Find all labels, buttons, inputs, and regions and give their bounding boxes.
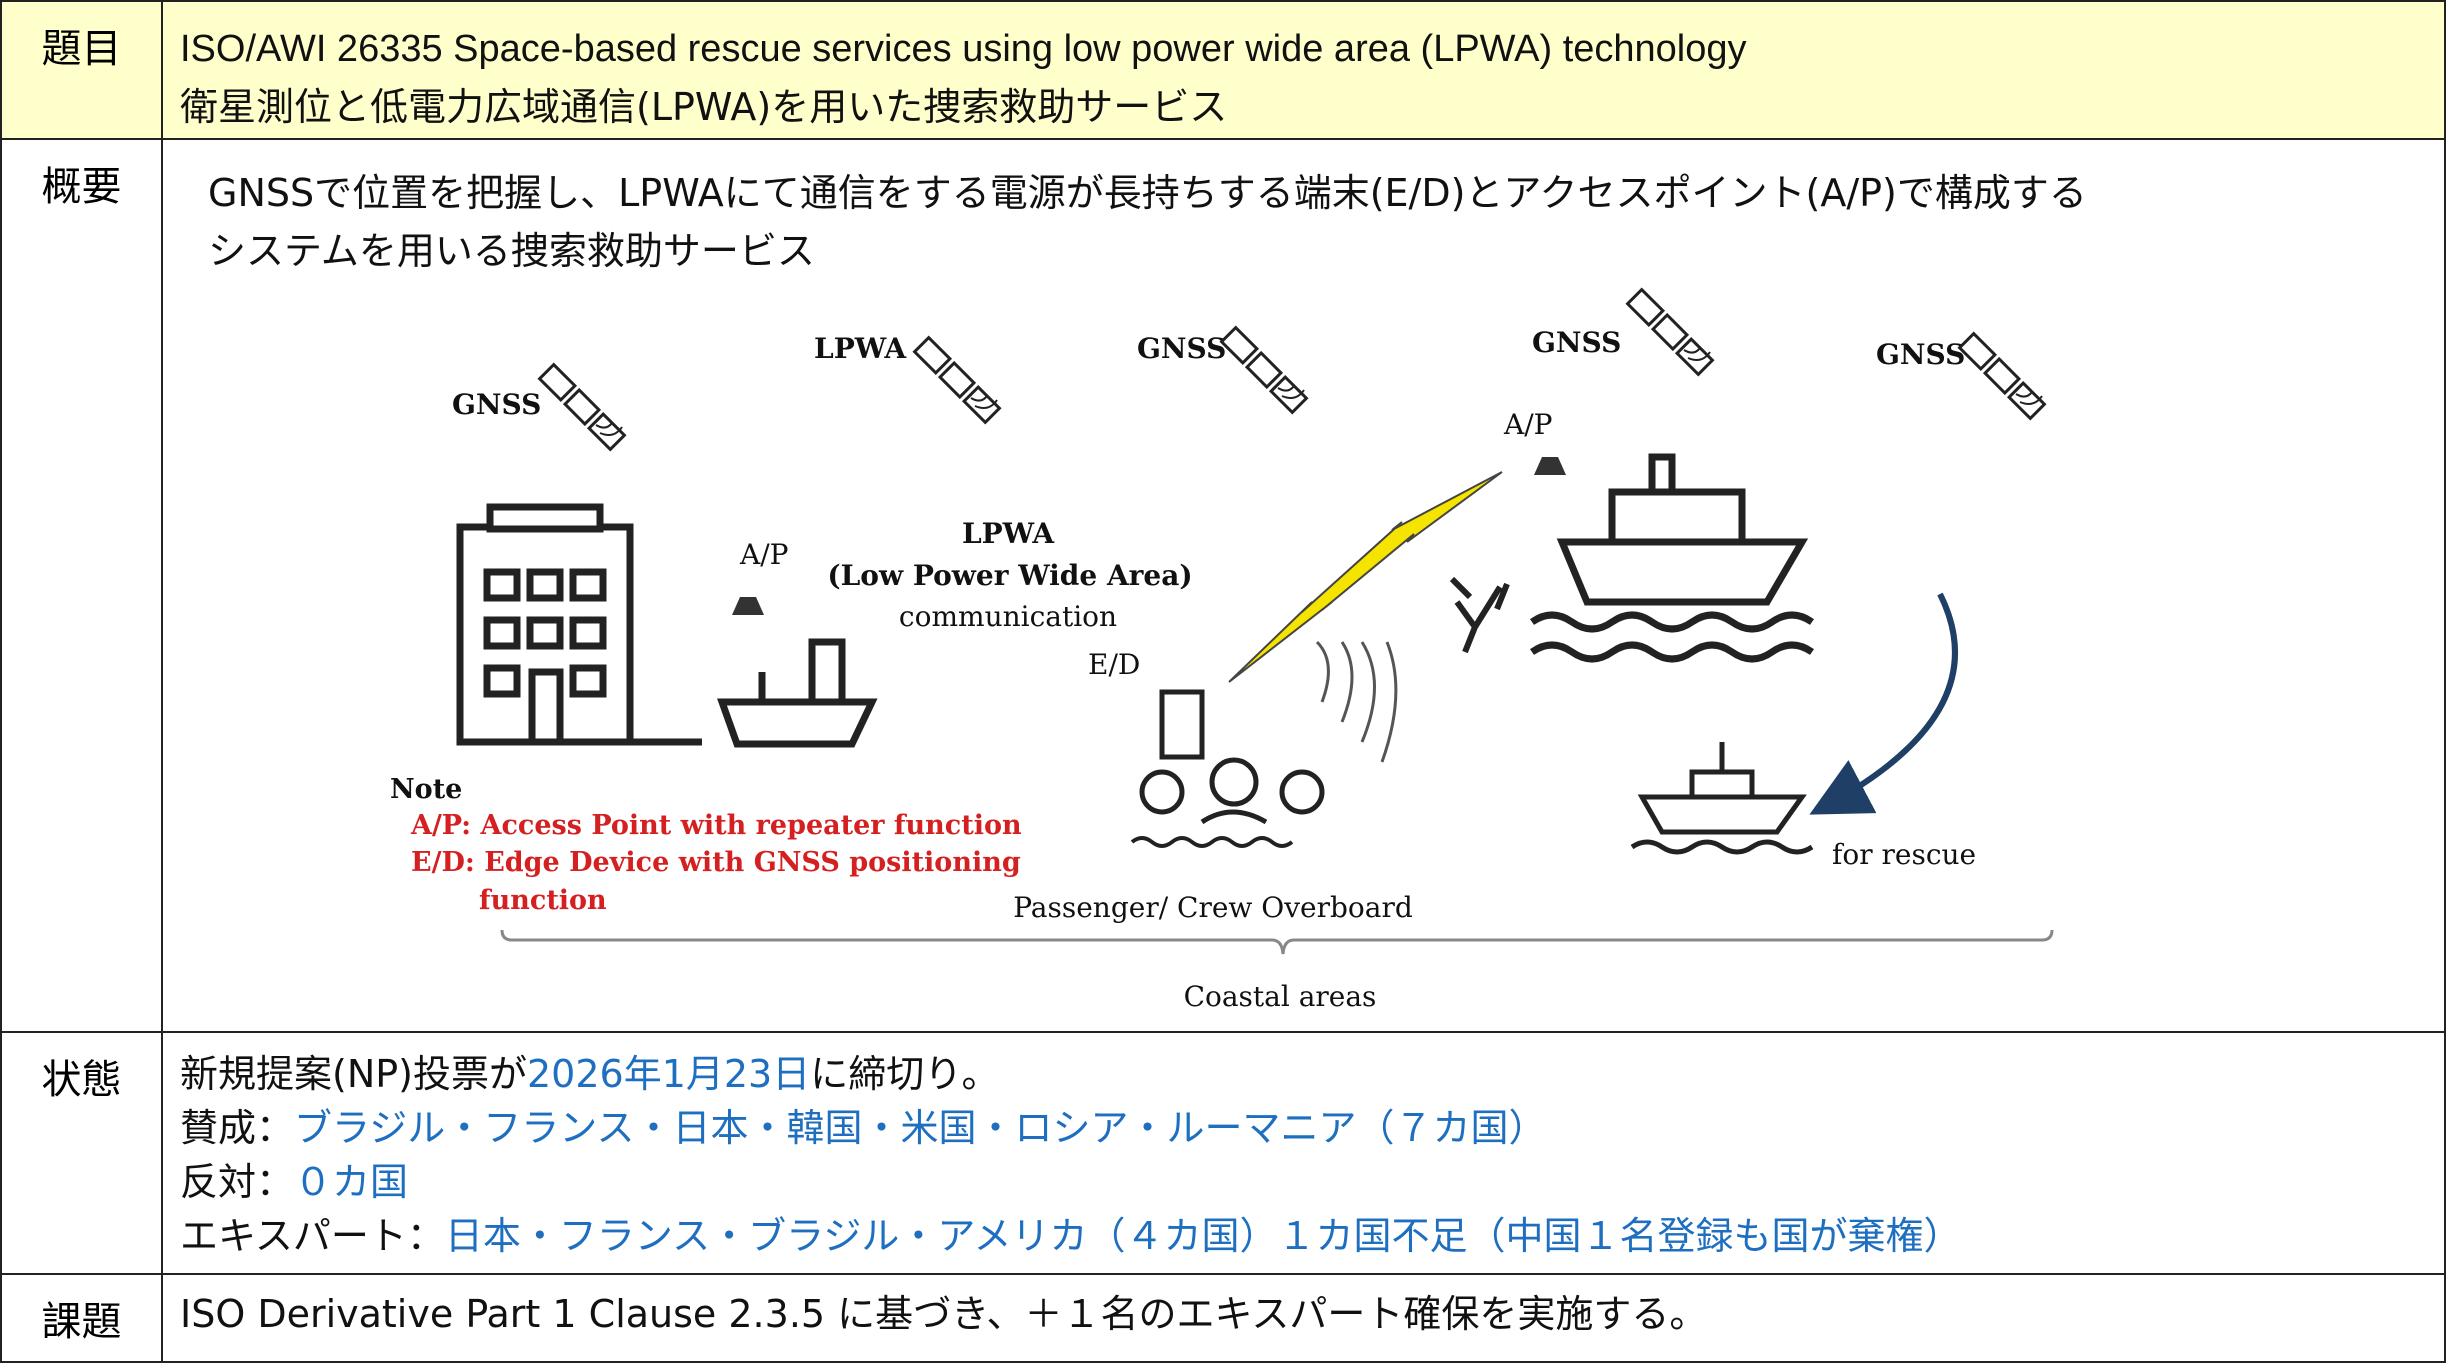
summary-line: システムを用いる捜索救助サービス: [208, 229, 815, 273]
label: Coastal areas: [1184, 980, 1377, 1013]
label: communication: [899, 600, 1117, 633]
row-label: 概要: [2, 140, 163, 1031]
title-en: ISO/AWI 26335 Space-based rescue service…: [180, 28, 1747, 70]
status-line: 反対：０カ国: [180, 1155, 408, 1209]
title-ja: 衛星測位と低電力広域通信(LPWA)を用いた捜索救助サービス: [180, 85, 1228, 129]
note: E/D: Edge Device with GNSS positioning: [411, 847, 1021, 878]
row-label: 課題: [2, 1275, 163, 1361]
status-line: 賛成：ブラジル・フランス・日本・韓国・米国・ロシア・ルーマニア（７カ国）: [180, 1101, 1547, 1155]
status-text: ０カ国: [294, 1160, 409, 1204]
row-label: 題目: [2, 2, 163, 138]
label: (Low Power Wide Area): [827, 559, 1192, 592]
label: GNSS: [1137, 332, 1226, 365]
status-text: 日本・フランス・ブラジル・アメリカ（４カ国）１カ国不足（中国１名登録も国が棄権）: [444, 1214, 1962, 1258]
status-text: エキスパート：: [180, 1214, 445, 1258]
label: Passenger/ Crew Overboard: [1013, 891, 1413, 924]
label: GNSS: [452, 388, 541, 421]
label: LPWA: [962, 517, 1055, 550]
summary-row: 概要 GNSSで位置を把握し、LPWAにて通信をする電源が長持ちする端末(E/D…: [0, 138, 2446, 1033]
status-text: 2026年1月23日: [527, 1052, 811, 1096]
issue-text: ISO Derivative Part 1 Clause 2.3.5 に基づき、…: [180, 1292, 1708, 1336]
status-text: 反対：: [180, 1160, 295, 1204]
title-row: 題目 ISO/AWI 26335 Space-based rescue serv…: [0, 0, 2446, 140]
status-text: 新規提案(NP)投票が: [180, 1052, 527, 1096]
status-text: ブラジル・フランス・日本・韓国・米国・ロシア・ルーマニア（７カ国）: [294, 1106, 1547, 1150]
note: function: [479, 885, 607, 916]
status-line: 新規提案(NP)投票が2026年1月23日に締切り。: [180, 1047, 1000, 1101]
issue-row: 課題 ISO Derivative Part 1 Clause 2.3.5 に基…: [0, 1273, 2446, 1363]
row-label: 状態: [2, 1033, 163, 1273]
note: A/P: Access Point with repeater function: [410, 810, 1022, 841]
label: LPWA: [814, 332, 907, 365]
label: for rescue: [1832, 838, 1976, 871]
status-line: エキスパート：日本・フランス・ブラジル・アメリカ（４カ国）１カ国不足（中国１名登…: [180, 1209, 1961, 1263]
note: Note: [390, 774, 462, 805]
status-text: に締切り。: [810, 1052, 1000, 1096]
label: A/P: [739, 538, 789, 571]
status-row: 状態 新規提案(NP)投票が2026年1月23日に締切り。 賛成：ブラジル・フラン…: [0, 1031, 2446, 1275]
label: A/P: [1503, 408, 1553, 441]
diagram: GNSS LPWA GNSS GNSS GNSS LPWA (Low Power…: [390, 288, 2054, 1013]
status-text: 賛成：: [180, 1106, 295, 1150]
label: GNSS: [1532, 326, 1621, 359]
label: E/D: [1088, 648, 1140, 681]
summary-line: GNSSで位置を把握し、LPWAにて通信をする電源が長持ちする端末(E/D)とア…: [208, 171, 2087, 215]
label: GNSS: [1876, 338, 1965, 371]
